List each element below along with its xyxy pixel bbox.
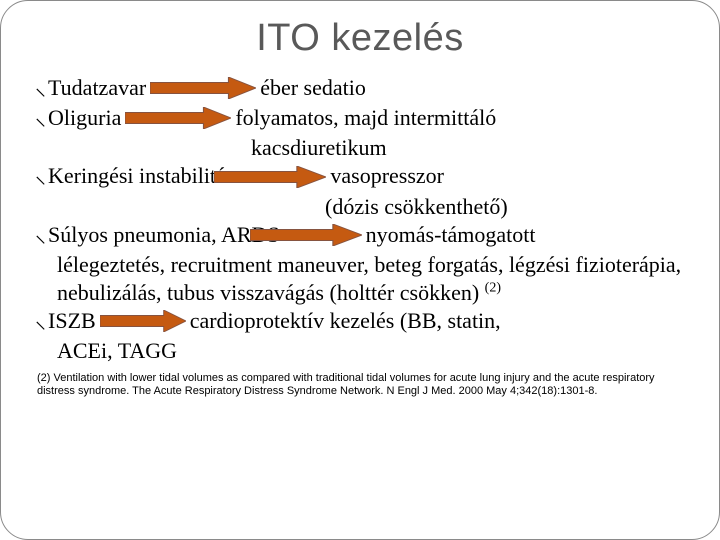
bullet-row: ⸜ Tudatzavar éber sedatio <box>35 74 685 102</box>
slide-title: ITO kezelés <box>35 17 685 60</box>
slide-frame: ITO kezelés ⸜ Tudatzavar éber sedatio ⸜ … <box>0 0 720 540</box>
arrow-icon <box>150 77 256 99</box>
row4-sup: (2) <box>485 281 501 296</box>
row4-left: Súlyos pneumonia, ARDS <box>48 221 280 249</box>
arrow-icon <box>250 224 362 246</box>
bullet-row: ⸜ Súlyos pneumonia, ARDS nyomás-támogato… <box>35 221 685 249</box>
arrow-icon <box>214 166 326 188</box>
row3-right: vasopresszor <box>330 162 444 190</box>
row2-cont: kacsdiuretikum <box>35 134 685 162</box>
bullet-row: ⸜ ISZB cardioprotektív kezelés (BB, stat… <box>35 307 685 335</box>
row1-left: Tudatzavar <box>48 74 146 102</box>
bullet-icon: ⸜ <box>35 307 46 335</box>
row4-cont: lélegeztetés, recruitment maneuver, bete… <box>57 252 681 305</box>
bullet-row: ⸜ Keringési instabilitás vasopresszor <box>35 162 685 190</box>
bullet-row: ⸜ Oliguria folyamatos, majd intermittáló <box>35 104 685 132</box>
bullet-icon: ⸜ <box>35 104 46 132</box>
row5-left: ISZB <box>48 307 96 335</box>
row3-left: Keringési instabilitás <box>48 162 234 190</box>
row2-left: Oliguria <box>48 104 121 132</box>
arrow-icon <box>100 310 186 332</box>
bullet-icon: ⸜ <box>35 221 46 249</box>
slide-content: ⸜ Tudatzavar éber sedatio ⸜ Oliguria fol… <box>35 74 685 398</box>
row3-cont: (dózis csökkenthető) <box>35 193 685 221</box>
row5-right: cardioprotektív kezelés (BB, statin, <box>190 307 501 335</box>
bullet-icon: ⸜ <box>35 74 46 102</box>
row4-right: nyomás-támogatott <box>366 221 536 249</box>
row4-wrap: lélegeztetés, recruitment maneuver, bete… <box>57 251 685 307</box>
row2-right: folyamatos, majd intermittáló <box>235 104 496 132</box>
bullet-icon: ⸜ <box>35 162 46 190</box>
footnote: (2) Ventilation with lower tidal volumes… <box>37 372 677 398</box>
row5-cont: ACEi, TAGG <box>57 337 685 365</box>
arrow-icon <box>125 107 231 129</box>
row1-right: éber sedatio <box>260 74 366 102</box>
